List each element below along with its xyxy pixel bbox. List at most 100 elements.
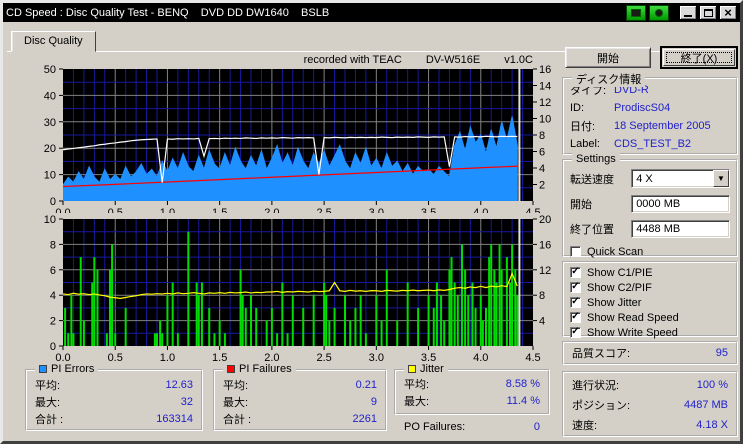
status-row: ポジション: 4487 MB	[572, 399, 728, 412]
svg-text:12: 12	[539, 97, 551, 109]
tabstrip: Disc Quality	[11, 31, 96, 52]
disc-info-row: Label: CDS_TEST_B2	[570, 138, 692, 150]
svg-text:2.5: 2.5	[316, 207, 331, 213]
svg-text:0: 0	[50, 196, 56, 208]
svg-text:1.5: 1.5	[212, 207, 227, 213]
window-title: CD Speed : Disc Quality Test - BENQ DVD …	[6, 6, 330, 19]
quick-scan-checkbox[interactable]	[570, 246, 581, 257]
jitter-legend-swatch	[408, 365, 416, 373]
svg-text:50: 50	[44, 64, 56, 76]
pi-failures-legend-swatch	[227, 365, 235, 373]
minimize-icon[interactable]	[679, 5, 697, 20]
svg-text:8: 8	[539, 130, 545, 142]
svg-text:0.5: 0.5	[108, 352, 123, 364]
show-option-row[interactable]: Show Jitter	[564, 295, 736, 310]
stat-row: 最大: 11.4 %	[404, 394, 540, 408]
svg-text:10: 10	[539, 114, 551, 126]
svg-text:0.5: 0.5	[108, 207, 123, 213]
exit-button[interactable]: 終了(X)	[660, 46, 738, 69]
tab-disc-quality[interactable]: Disc Quality	[11, 31, 96, 52]
svg-text:6: 6	[50, 265, 56, 277]
disc-info-title: ディスク情報	[572, 71, 646, 87]
svg-text:3.5: 3.5	[421, 352, 436, 364]
svg-text:0: 0	[50, 341, 56, 353]
checkbox-label: Show Jitter	[587, 296, 642, 309]
svg-text:1.0: 1.0	[160, 352, 175, 364]
svg-text:6: 6	[539, 147, 545, 159]
disc-icon[interactable]	[649, 4, 669, 21]
quality-score-value: 95	[715, 347, 728, 359]
chevron-down-icon[interactable]: ▼	[713, 170, 729, 187]
settings-title: Settings	[572, 153, 620, 165]
svg-text:2.0: 2.0	[264, 352, 279, 364]
show-option-row[interactable]: Show Write Speed	[564, 325, 736, 340]
po-failures-row: PO Failures: 0	[404, 421, 540, 433]
svg-text:16: 16	[539, 239, 551, 251]
speed-label: 転送速度	[570, 173, 614, 186]
checkbox-label: Show C2/PIF	[587, 281, 652, 294]
quality-score-label: 品質スコア:	[572, 348, 631, 360]
checkbox[interactable]	[570, 267, 581, 278]
titlebar: CD Speed : Disc Quality Test - BENQ DVD …	[3, 3, 740, 22]
end-position-label: 終了位置	[570, 224, 614, 236]
svg-text:10: 10	[44, 170, 56, 182]
stat-row: 平均: 8.58 %	[404, 377, 540, 391]
start-position-input[interactable]: 0000 MB	[631, 195, 730, 213]
pi-failures-box-title: PI Failures	[223, 363, 296, 375]
status-row: 進行状況: 100 %	[572, 379, 728, 392]
start-button[interactable]: 開始	[565, 47, 651, 68]
stat-row: 合計 :163314	[35, 412, 193, 426]
pi-failures-box: PI Failures 平均: 0.21 最大: 9 合計 :2261	[213, 363, 387, 431]
svg-text:4.5: 4.5	[525, 352, 540, 364]
show-option-row[interactable]: Show C1/PIE	[564, 265, 736, 280]
drive-icon[interactable]	[626, 4, 646, 21]
svg-text:2: 2	[50, 316, 56, 328]
jitter-box-title: Jitter	[404, 363, 448, 375]
settings-group: Settings 転送速度 4 X ▼ 開始 0000 MB 終了位置 4488…	[562, 153, 738, 259]
stat-row: 平均: 12.63	[35, 378, 193, 392]
svg-text:30: 30	[44, 117, 56, 129]
show-checkbox-list: Show C1/PIE Show C2/PIF Show Jitter Show Re…	[564, 265, 736, 340]
stat-row: 平均: 0.21	[223, 378, 377, 392]
checkbox[interactable]	[570, 297, 581, 308]
quick-scan-row[interactable]: Quick Scan	[564, 244, 736, 259]
svg-text:3.0: 3.0	[369, 352, 384, 364]
show-option-row[interactable]: Show Read Speed	[564, 310, 736, 325]
checkbox[interactable]	[570, 327, 581, 338]
close-icon[interactable]: ×	[719, 5, 737, 20]
svg-text:12: 12	[539, 265, 551, 277]
svg-text:14: 14	[539, 81, 551, 93]
svg-text:20: 20	[44, 143, 56, 155]
start-position-label: 開始	[570, 199, 592, 211]
disc-info-row: ID: ProdiscS04	[570, 102, 671, 114]
svg-text:4.0: 4.0	[473, 207, 488, 213]
recorder-firmware: v1.0C	[504, 54, 533, 66]
disc-info-row: タイプ: DVD-R	[570, 84, 649, 97]
end-position-input[interactable]: 4488 MB	[631, 220, 730, 238]
jitter-box: Jitter 平均: 8.58 % 最大: 11.4 %	[394, 363, 550, 415]
svg-text:40: 40	[44, 90, 56, 102]
checkbox-label: Show Write Speed	[587, 326, 678, 339]
svg-text:2: 2	[539, 180, 545, 192]
svg-text:8: 8	[539, 290, 545, 302]
svg-text:4.0: 4.0	[473, 352, 488, 364]
maximize-icon[interactable]	[699, 5, 717, 20]
checkbox[interactable]	[570, 312, 581, 323]
svg-text:16: 16	[539, 64, 551, 76]
svg-text:0.0: 0.0	[55, 207, 70, 213]
svg-text:1.5: 1.5	[212, 352, 227, 364]
svg-text:0.0: 0.0	[55, 352, 70, 364]
svg-text:4: 4	[539, 316, 545, 328]
svg-text:4: 4	[50, 290, 56, 302]
pi-errors-legend-swatch	[39, 365, 47, 373]
pi-errors-box: PI Errors 平均: 12.63 最大: 32 合計 :163314	[25, 363, 203, 431]
svg-text:20: 20	[539, 214, 551, 226]
status-row: 速度: 4.18 X	[572, 419, 728, 432]
speed-select[interactable]: 4 X ▼	[631, 169, 730, 188]
recorded-with-line: recorded with TEAC DV-W516E v1.0C	[63, 54, 533, 66]
svg-text:10: 10	[44, 214, 56, 226]
quality-score-box: 品質スコア: 95	[562, 341, 738, 365]
show-option-row[interactable]: Show C2/PIF	[564, 280, 736, 295]
checkbox[interactable]	[570, 282, 581, 293]
stat-row: 合計 :2261	[223, 412, 377, 426]
